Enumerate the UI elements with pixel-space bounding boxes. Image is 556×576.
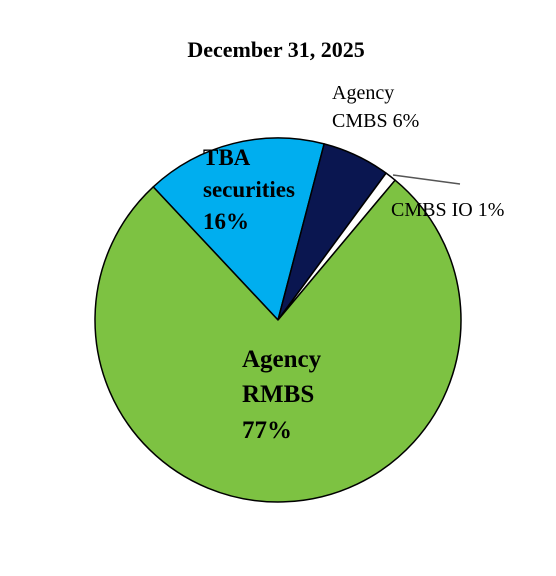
- chart-title: December 31, 2025: [187, 37, 364, 62]
- label-agency-cmbs-line-2: CMBS 6%: [332, 110, 419, 132]
- label-agency-cmbs: Agency CMBS 6%: [332, 82, 419, 132]
- label-agency-cmbs-line-1: Agency: [332, 82, 394, 104]
- label-tba-line-1: TBA: [203, 145, 251, 170]
- label-agency-rmbs-line-3: 77%: [242, 417, 292, 444]
- label-tba-line-2: securities: [203, 177, 295, 202]
- slice-agency-rmbs: [94, 179, 462, 503]
- label-agency-rmbs: Agency RMBS 77%: [242, 346, 327, 444]
- label-agency-rmbs-line-1: Agency: [242, 346, 322, 373]
- label-agency-rmbs-line-2: RMBS: [242, 381, 314, 408]
- slice-tba-securities: [152, 137, 325, 321]
- label-tba-securities: TBA securities 16%: [203, 145, 301, 234]
- label-tba-line-3: 16%: [203, 209, 249, 234]
- pie-slices: [94, 137, 462, 503]
- label-cmbs-io: CMBS IO 1%: [391, 199, 504, 221]
- leader-line-cmbs-io: [392, 174, 461, 185]
